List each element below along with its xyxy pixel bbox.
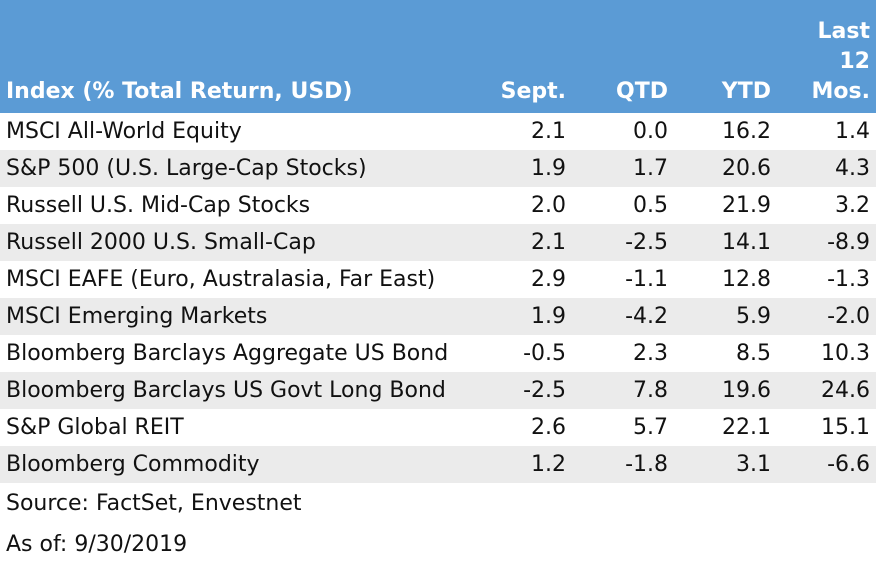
sept-value-cell: 1.9 (531, 156, 566, 181)
last-12-mos-value-cell: -2.0 (827, 304, 870, 329)
header-last-line-3: Mos. (811, 79, 870, 104)
qtd-value-cell: 5.7 (633, 415, 668, 440)
header-last-line-2: 12 (839, 49, 870, 74)
ytd-value-cell: 5.9 (736, 304, 771, 329)
index-name-cell: MSCI EAFE (Euro, Australasia, Far East) (6, 267, 436, 292)
last-12-mos-value-cell: -1.3 (827, 267, 870, 292)
index-name-cell: Russell U.S. Mid-Cap Stocks (6, 193, 311, 218)
ytd-value-cell: 12.8 (722, 267, 771, 292)
sept-value-cell: 2.9 (531, 267, 566, 292)
ytd-value-cell: 22.1 (722, 415, 771, 440)
ytd-value-cell: 3.1 (736, 452, 771, 477)
header-last-line-1: Last (817, 19, 870, 44)
qtd-value-cell: 0.5 (633, 193, 668, 218)
qtd-value-cell: -1.8 (625, 452, 668, 477)
index-name-cell: MSCI All-World Equity (6, 119, 242, 144)
ytd-value-cell: 8.5 (736, 341, 771, 366)
table-row: Russell U.S. Mid-Cap Stocks 2.0 0.5 21.9 3.2 (0, 187, 876, 224)
table-header: Index (% Total Return, USD) Sept. QTD YT… (0, 0, 876, 113)
index-name-cell: Bloomberg Barclays US Govt Long Bond (6, 378, 446, 403)
last-12-mos-value-cell: -8.9 (827, 230, 870, 255)
sept-value-cell: 2.6 (531, 415, 566, 440)
table-row: S&P 500 (U.S. Large-Cap Stocks) 1.9 1.7 20.… (0, 150, 876, 187)
source-note: Source: FactSet, Envestnet (6, 491, 302, 516)
table-row: MSCI EAFE (Euro, Australasia, Far East) 2… (0, 261, 876, 298)
last-12-mos-value-cell: 15.1 (821, 415, 870, 440)
qtd-value-cell: 1.7 (633, 156, 668, 181)
sept-value-cell: 1.2 (531, 452, 566, 477)
header-ytd: YTD (721, 79, 771, 104)
table-row: Bloomberg Barclays US Govt Long Bond -2.5… (0, 372, 876, 409)
qtd-value-cell: -2.5 (625, 230, 668, 255)
sept-value-cell: -2.5 (523, 378, 566, 403)
header-index: Index (% Total Return, USD) (6, 79, 353, 104)
qtd-value-cell: 2.3 (633, 341, 668, 366)
table-row: MSCI All-World Equity 2.1 0.0 16.2 1.4 (0, 113, 876, 150)
index-name-cell: S&P Global REIT (6, 415, 184, 440)
ytd-value-cell: 21.9 (722, 193, 771, 218)
as-of-date: As of: 9/30/2019 (6, 532, 188, 557)
index-returns-table: Index (% Total Return, USD) Sept. QTD YT… (0, 0, 876, 483)
sept-value-cell: 2.1 (531, 119, 566, 144)
sept-value-cell: -0.5 (523, 341, 566, 366)
ytd-value-cell: 19.6 (722, 378, 771, 403)
last-12-mos-value-cell: 3.2 (835, 193, 870, 218)
index-name-cell: Bloomberg Commodity (6, 452, 260, 477)
sept-value-cell: 2.0 (531, 193, 566, 218)
index-name-cell: MSCI Emerging Markets (6, 304, 268, 329)
ytd-value-cell: 16.2 (722, 119, 771, 144)
last-12-mos-value-cell: -6.6 (827, 452, 870, 477)
last-12-mos-value-cell: 10.3 (821, 341, 870, 366)
sept-value-cell: 2.1 (531, 230, 566, 255)
qtd-value-cell: -1.1 (625, 267, 668, 292)
last-12-mos-value-cell: 4.3 (835, 156, 870, 181)
ytd-value-cell: 14.1 (722, 230, 771, 255)
header-sept: Sept. (500, 79, 566, 104)
ytd-value-cell: 20.6 (722, 156, 771, 181)
last-12-mos-value-cell: 1.4 (835, 119, 870, 144)
last-12-mos-value-cell: 24.6 (821, 378, 870, 403)
qtd-value-cell: 7.8 (633, 378, 668, 403)
sept-value-cell: 1.9 (531, 304, 566, 329)
table-row: Bloomberg Commodity 1.2 -1.8 3.1 -6.6 (0, 446, 876, 483)
index-name-cell: Russell 2000 U.S. Small-Cap (6, 230, 316, 255)
header-qtd: QTD (616, 79, 668, 104)
table-row: S&P Global REIT 2.6 5.7 22.1 15.1 (0, 409, 876, 446)
index-name-cell: Bloomberg Barclays Aggregate US Bond (6, 341, 449, 366)
table-row: MSCI Emerging Markets 1.9 -4.2 5.9 -2.0 (0, 298, 876, 335)
qtd-value-cell: -4.2 (625, 304, 668, 329)
qtd-value-cell: 0.0 (633, 119, 668, 144)
table-body: MSCI All-World Equity 2.1 0.0 16.2 1.4 S&P 50… (0, 113, 876, 483)
header-row: Index (% Total Return, USD) Sept. QTD YT… (0, 0, 876, 113)
table-row: Russell 2000 U.S. Small-Cap 2.1 -2.5 14.1 -8… (0, 224, 876, 261)
header-last-12-mos: Last 12 Mos. (777, 0, 876, 113)
table-row: Bloomberg Barclays Aggregate US Bond -0.5… (0, 335, 876, 372)
index-name-cell: S&P 500 (U.S. Large-Cap Stocks) (6, 156, 367, 181)
